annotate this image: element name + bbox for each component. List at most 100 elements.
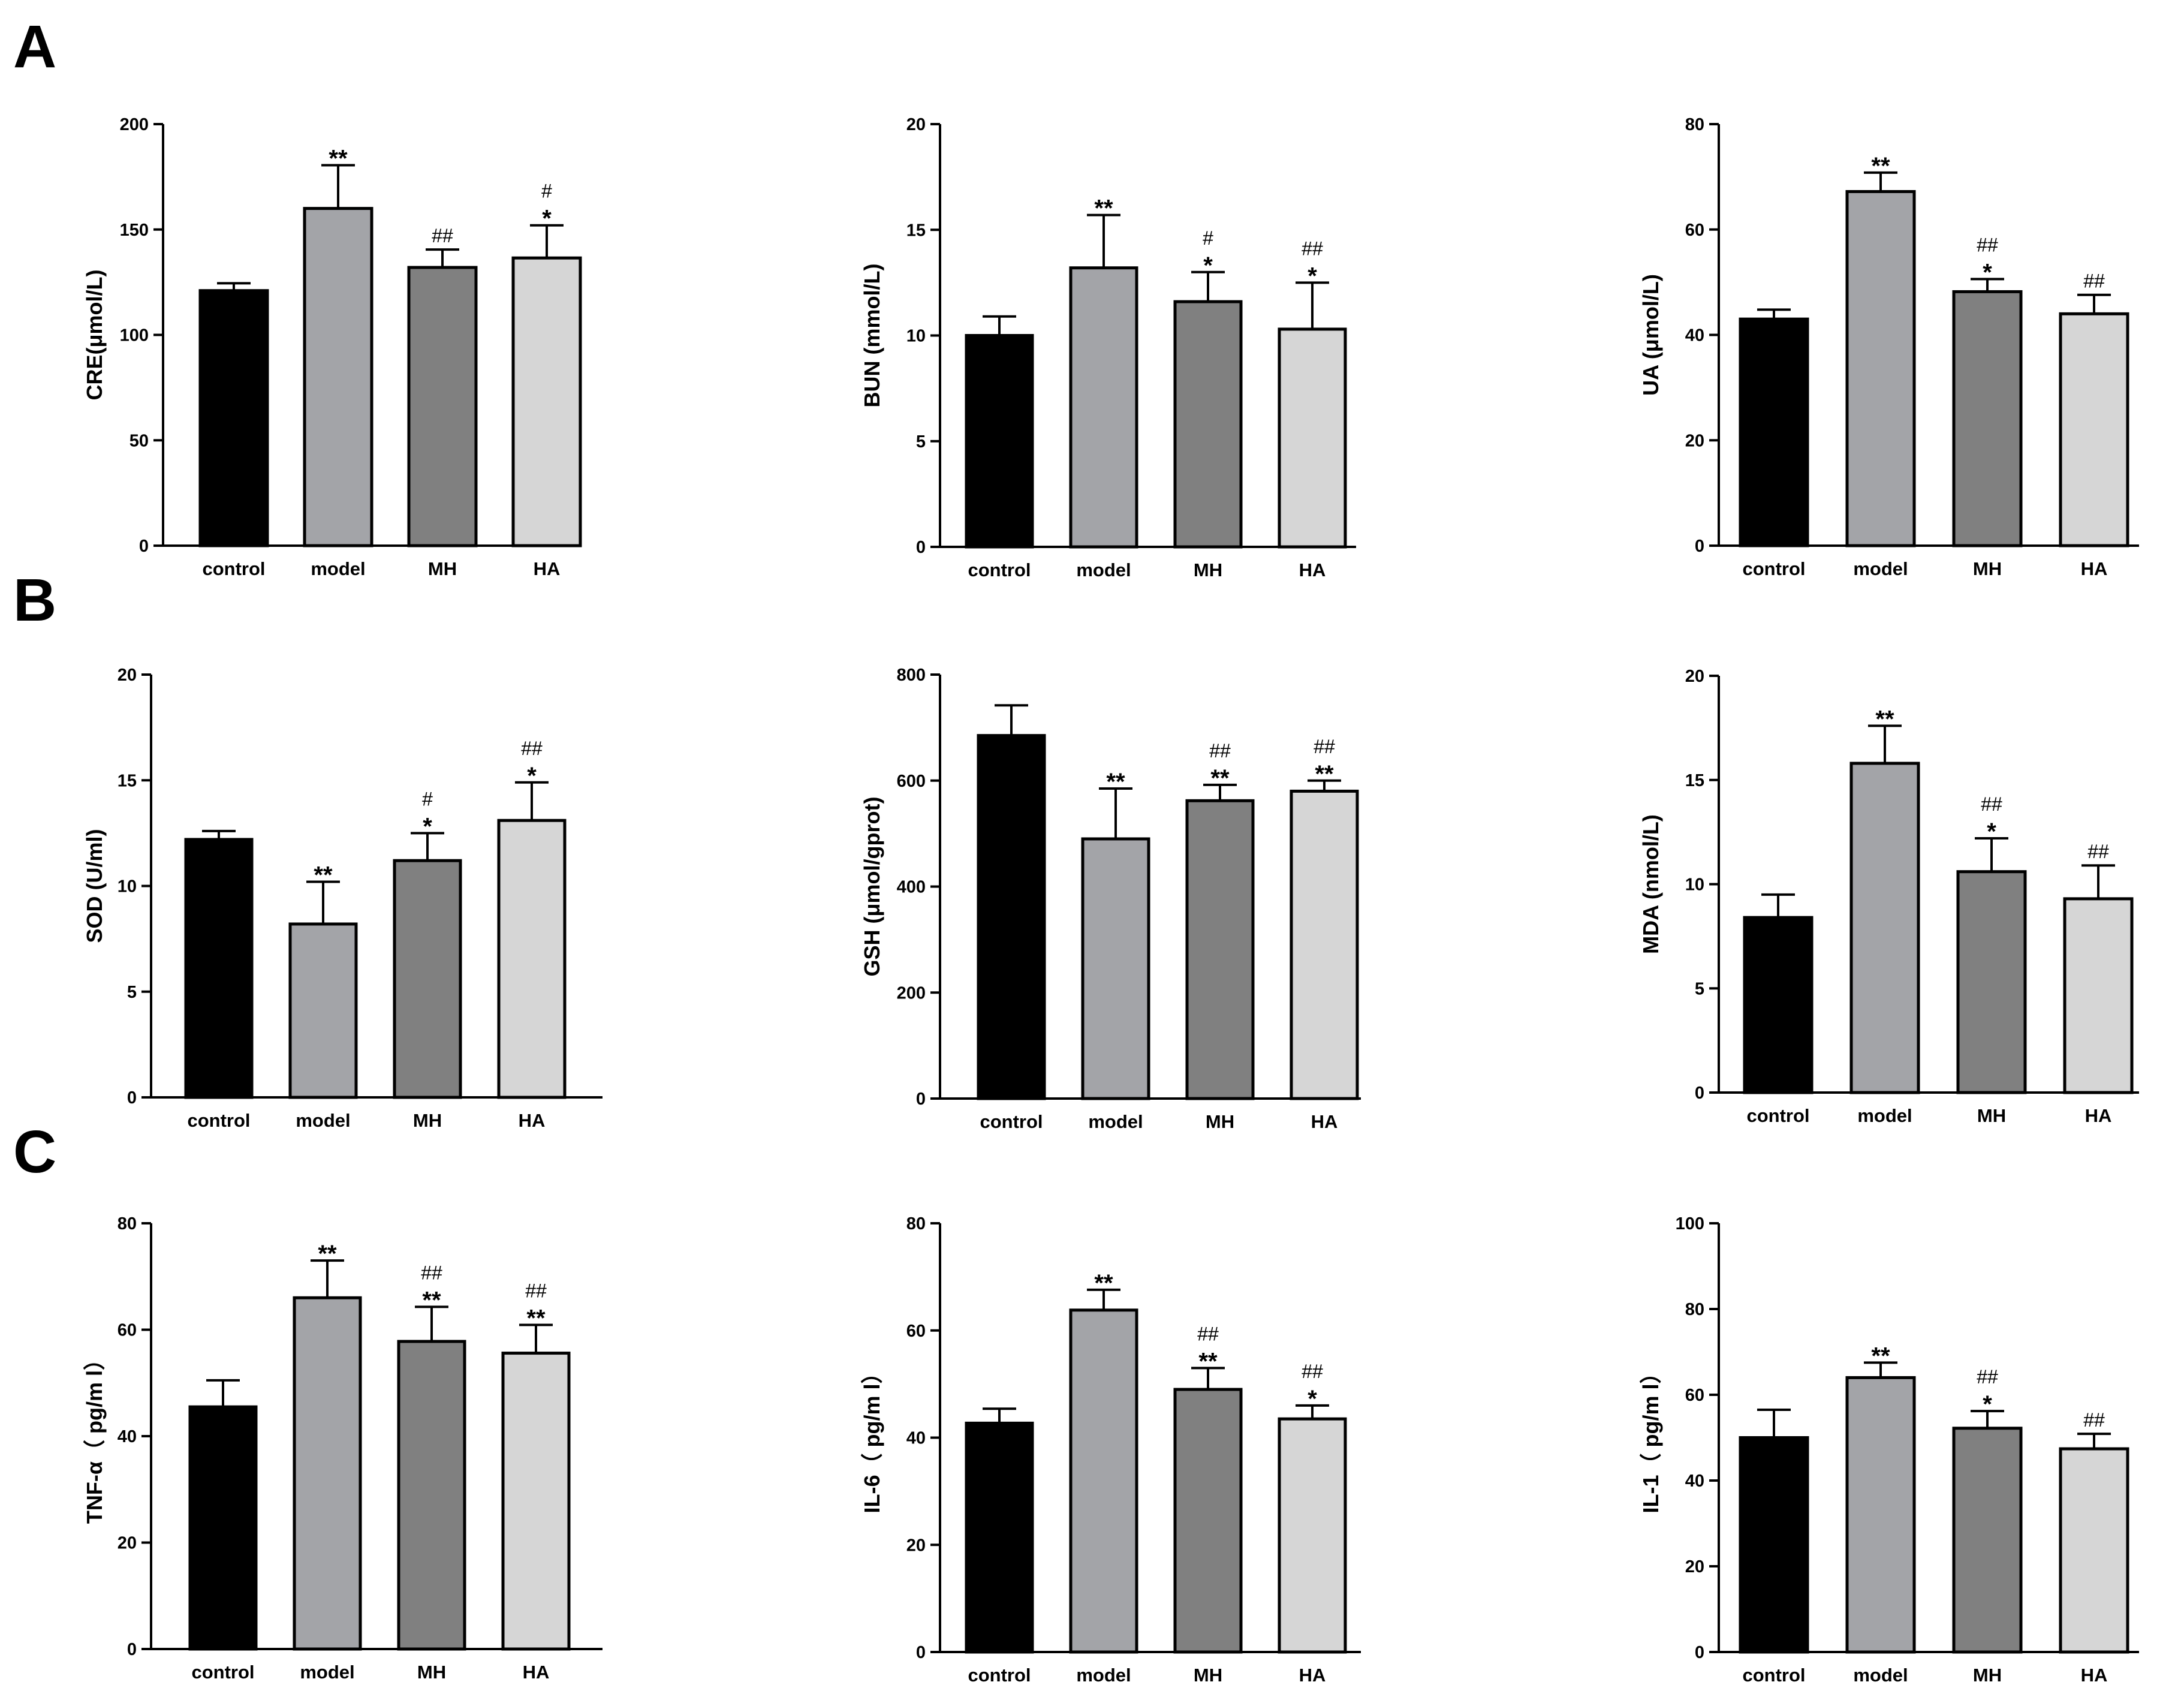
y-tick-label: 15 (118, 771, 137, 790)
category-label: control (187, 1110, 250, 1131)
bar-control (198, 289, 269, 547)
bar-mh (1956, 870, 2027, 1094)
category-label: control (202, 558, 265, 579)
significance-stars: ** (314, 862, 333, 888)
significance-stars: ** (1871, 153, 1890, 179)
bar-control (965, 334, 1034, 549)
chart-7: 0 20 40 60 80 TNF-α（ pg/m l） control model ** MH *… (82, 1214, 603, 1683)
y-tick-label: 50 (129, 431, 149, 450)
significance-hash: ## (2083, 1409, 2105, 1431)
y-tick-label: 20 (118, 666, 137, 685)
category-label: HA (2085, 1105, 2112, 1126)
significance-hash: ## (1977, 1366, 1998, 1388)
significance-stars: * (1203, 252, 1213, 279)
bar-control (965, 1421, 1034, 1654)
significance-hash: # (541, 180, 552, 202)
significance-hash: ## (521, 738, 543, 759)
y-tick-label: 80 (118, 1214, 137, 1233)
bar-ha (497, 819, 567, 1099)
bar-model (288, 922, 358, 1099)
y-tick-label: 5 (127, 983, 137, 1002)
y-axis-label: UA (μmol/L) (1638, 274, 1663, 396)
category-label: MH (1977, 1105, 2006, 1126)
chart-4: 0 5 10 15 20 SOD (U/ml) control model ** MH * # HA * #… (82, 666, 603, 1131)
category-label: model (1857, 1105, 1912, 1126)
y-tick-label: 20 (1685, 1557, 1704, 1576)
y-tick-label: 5 (1695, 979, 1704, 998)
bar-control (1739, 317, 1809, 547)
bar-mh (1185, 799, 1255, 1100)
significance-stars: ** (1094, 195, 1113, 222)
panel-letter-c: C (13, 1118, 56, 1186)
y-axis-label: SOD (U/ml) (82, 829, 107, 943)
y-tick-label: 0 (916, 538, 926, 557)
y-tick-label: 20 (1685, 667, 1704, 686)
category-label: MH (1194, 559, 1222, 580)
y-tick-label: 60 (1685, 221, 1704, 240)
category-label: model (300, 1662, 354, 1683)
significance-stars: ** (1875, 706, 1894, 732)
category-label: MH (413, 1110, 442, 1131)
significance-hash: ## (525, 1280, 547, 1302)
significance-hash: ## (1302, 1361, 1323, 1382)
y-tick-label: 15 (906, 221, 926, 240)
category-label: MH (1973, 1665, 2002, 1686)
y-tick-label: 10 (906, 327, 926, 346)
y-tick-label: 10 (1685, 875, 1704, 895)
category-label: model (1853, 1665, 1908, 1686)
category-label: HA (523, 1662, 550, 1683)
category-label: model (1088, 1111, 1143, 1132)
significance-stars: ** (1315, 761, 1334, 787)
chart-1: 0 50 100 150 200 CRE(μmol/L) control model ** MH #… (82, 115, 582, 579)
category-label: HA (1299, 1665, 1326, 1686)
significance-stars: ** (1871, 1343, 1890, 1369)
chart-5: 0 200 400 600 800 GSH (μmol/gprot) control mode… (860, 666, 1361, 1132)
chart-2: 0 5 10 15 20 BUN (mmol/L) control model ** MH * # HA… (860, 115, 1356, 580)
y-tick-label: 800 (897, 666, 926, 685)
bar-mh (397, 1340, 466, 1651)
y-tick-label: 20 (1685, 431, 1704, 450)
category-label: HA (2081, 558, 2108, 579)
y-tick-label: 40 (118, 1427, 137, 1446)
category-label: model (296, 1110, 350, 1131)
bar-model (1081, 837, 1150, 1100)
y-axis-label: GSH (μmol/gprot) (860, 797, 884, 977)
bar-model (1845, 189, 1916, 547)
significance-hash: ## (1314, 736, 1335, 757)
bar-control (1739, 1436, 1809, 1654)
y-tick-label: 60 (118, 1321, 137, 1340)
chart-6: 0 5 10 15 20 MDA (nmol/L) control model ** MH * ## H… (1638, 667, 2139, 1126)
y-tick-label: 0 (1695, 537, 1704, 556)
significance-stars: ** (422, 1287, 441, 1313)
y-tick-label: 100 (120, 326, 149, 345)
y-tick-label: 0 (916, 1643, 926, 1662)
category-label: HA (1311, 1111, 1338, 1132)
bar-ha (2059, 1447, 2129, 1654)
significance-stars: ** (1106, 769, 1125, 795)
bar-ha (501, 1352, 571, 1651)
bar-ha (511, 256, 582, 547)
significance-stars: * (527, 763, 537, 789)
y-tick-label: 0 (139, 537, 149, 556)
bar-control (184, 838, 254, 1099)
category-label: control (1742, 558, 1805, 579)
significance-stars: * (1983, 1391, 1992, 1418)
bar-ha (1290, 789, 1359, 1100)
y-tick-label: 60 (1685, 1386, 1704, 1405)
y-tick-label: 200 (120, 115, 149, 134)
category-label: control (968, 1665, 1031, 1686)
category-label: HA (519, 1110, 546, 1131)
significance-stars: * (542, 206, 552, 232)
category-label: MH (417, 1662, 446, 1683)
y-tick-label: 20 (906, 1536, 926, 1555)
category-label: control (191, 1662, 254, 1683)
significance-stars: * (1308, 1386, 1317, 1412)
y-tick-label: 40 (906, 1429, 926, 1448)
y-axis-label: BUN (mmol/L) (860, 264, 884, 408)
bar-control (188, 1405, 258, 1651)
category-label: HA (534, 558, 561, 579)
significance-stars: ** (318, 1241, 337, 1267)
